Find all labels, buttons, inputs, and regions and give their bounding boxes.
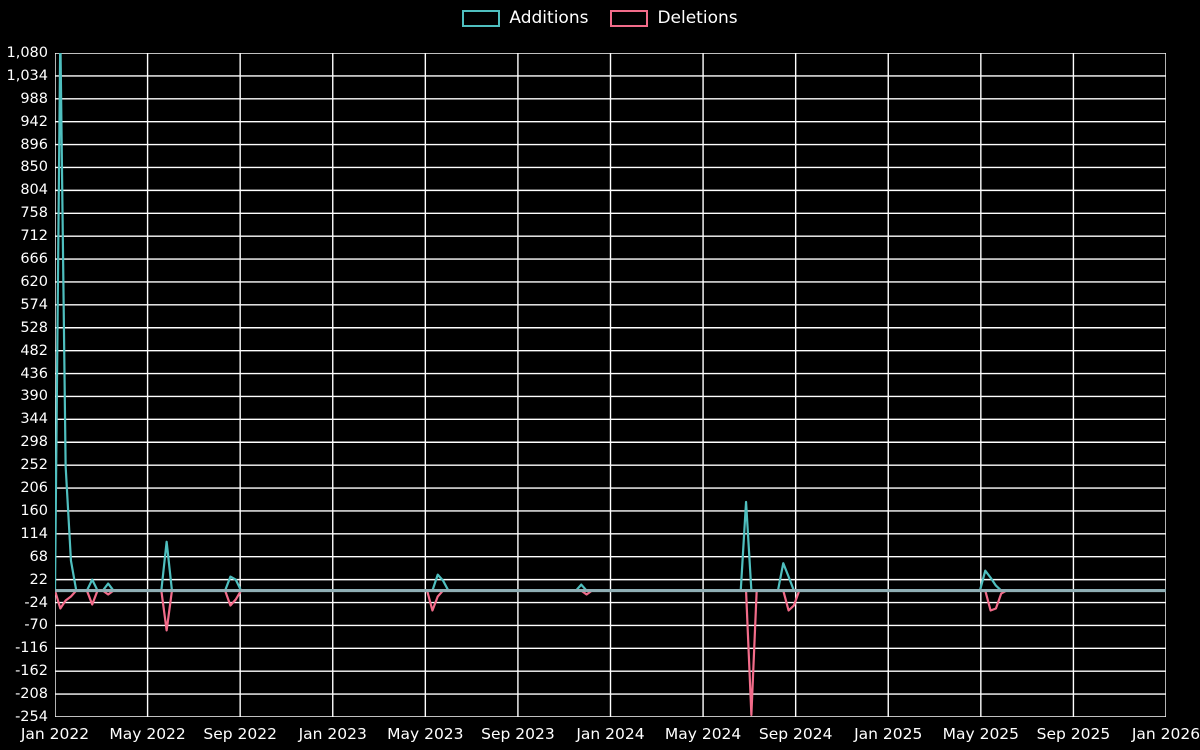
y-tick-label: 620 [20, 273, 48, 290]
legend-entry-additions[interactable]: Additions [462, 7, 589, 28]
grid-lines [55, 53, 1166, 717]
y-tick-label: 758 [20, 205, 48, 222]
y-tick-label: 482 [20, 342, 48, 359]
y-tick-label: -254 [15, 708, 48, 725]
y-tick-label: 804 [20, 182, 48, 199]
legend-label-deletions: Deletions [657, 7, 738, 28]
y-tick-label: 712 [20, 227, 48, 244]
y-tick-label: 666 [20, 250, 48, 267]
x-tick-label: Jan 2024 [576, 725, 645, 743]
legend-label-additions: Additions [509, 7, 589, 28]
y-tick-label: -116 [15, 640, 48, 657]
y-tick-label: -70 [24, 617, 48, 634]
x-tick-label: May 2025 [942, 725, 1020, 743]
y-tick-label: -208 [15, 685, 48, 702]
x-tick-label: May 2023 [387, 725, 464, 743]
y-tick-label: 1,080 [6, 44, 48, 61]
x-tick-label: Sep 2023 [481, 725, 555, 743]
y-tick-label: 114 [20, 525, 48, 542]
y-tick-label: 390 [20, 388, 48, 405]
x-tick-label: Jan 2026 [1131, 725, 1200, 743]
plot-area [55, 53, 1166, 717]
y-tick-label: -24 [24, 594, 48, 611]
plot-svg [55, 53, 1166, 717]
y-tick-label: 206 [20, 479, 48, 496]
y-tick-label: 1,034 [6, 67, 48, 84]
y-tick-label: 298 [20, 433, 48, 450]
series-swatch-additions-icon [462, 9, 501, 27]
y-tick-label: 528 [20, 319, 48, 336]
x-tick-label: May 2022 [109, 725, 186, 743]
y-tick-label: 344 [20, 411, 48, 428]
series-swatch-deletions-icon [610, 9, 649, 27]
y-tick-label: 896 [20, 136, 48, 153]
x-tick-label: Jan 2023 [298, 725, 367, 743]
x-tick-label: Sep 2022 [203, 725, 277, 743]
y-tick-label: 160 [20, 502, 48, 519]
series-lines [55, 53, 1166, 717]
y-tick-label: 436 [20, 365, 48, 382]
y-tick-label: 252 [20, 456, 48, 473]
x-tick-label: Sep 2025 [1036, 725, 1111, 743]
chart-legend: Additions Deletions [0, 0, 1200, 36]
x-tick-label: Jan 2022 [20, 725, 90, 743]
y-tick-label: 850 [20, 159, 48, 176]
y-tick-label: 22 [29, 571, 48, 588]
y-tick-label: 988 [20, 90, 48, 107]
y-tick-label: 68 [29, 548, 48, 565]
x-tick-label: May 2024 [664, 725, 742, 743]
legend-entry-deletions[interactable]: Deletions [610, 7, 738, 28]
x-tick-label: Jan 2025 [854, 725, 923, 743]
y-tick-label: 942 [20, 113, 48, 130]
x-tick-label: Sep 2024 [758, 725, 833, 743]
y-tick-label: 574 [20, 296, 48, 313]
y-tick-label: -162 [15, 662, 48, 679]
